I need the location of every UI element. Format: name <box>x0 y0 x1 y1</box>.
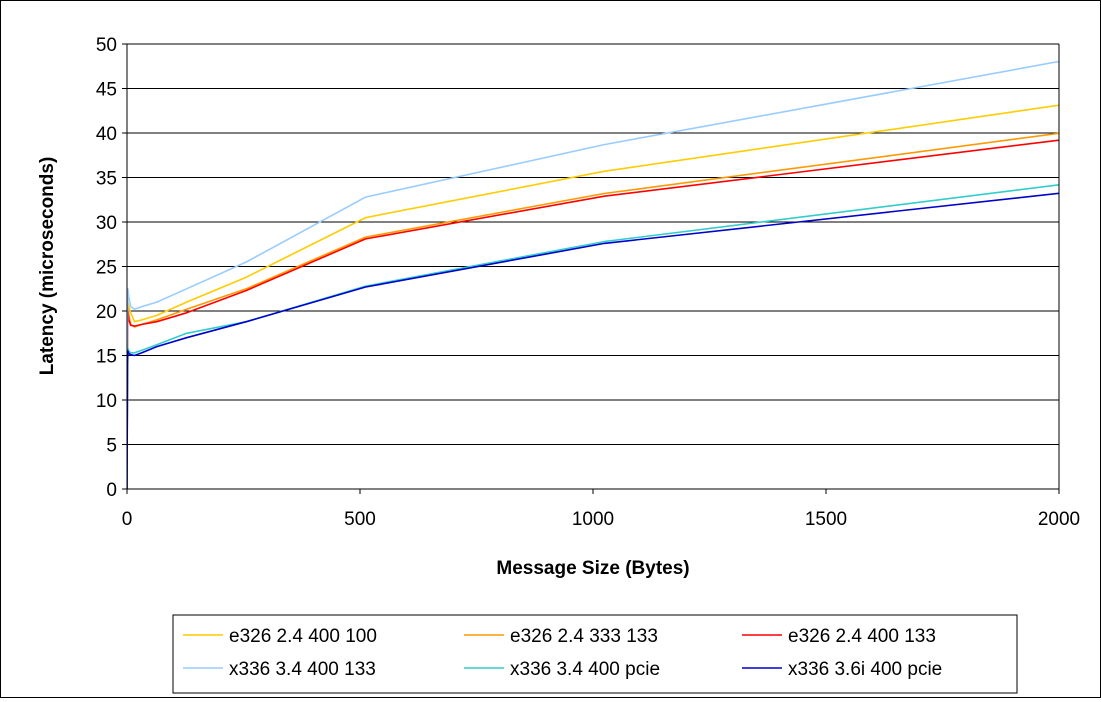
x-tick-label: 1500 <box>805 509 847 530</box>
x-tick-label: 1000 <box>572 509 614 530</box>
y-tick-label: 40 <box>96 124 117 145</box>
legend-label-3: e326 2.4 400 133 <box>788 626 936 647</box>
series-lines <box>127 60 1059 490</box>
series-line-5 <box>127 183 1059 490</box>
y-tick-label: 45 <box>96 80 117 101</box>
legend-label-6: x336 3.6i 400 pcie <box>788 659 942 680</box>
series-line-2 <box>127 132 1059 490</box>
x-axis-title: Message Size (Bytes) <box>496 558 689 579</box>
y-axis-title: Latency (microseconds) <box>37 157 58 376</box>
legend-label-1: e326 2.4 400 100 <box>229 626 377 647</box>
legend-box <box>172 614 1018 694</box>
legend-label-5: x336 3.4 400 pcie <box>510 659 660 680</box>
x-tick-label: 500 <box>344 509 376 530</box>
gridlines <box>127 43 1059 490</box>
legend-label-4: x336 3.4 400 133 <box>229 659 376 680</box>
x-tick-label: 2000 <box>1038 509 1080 530</box>
y-tick-label: 30 <box>96 213 117 234</box>
x-tick-label: 0 <box>122 509 133 530</box>
y-tick-label: 25 <box>96 258 117 279</box>
series-line-4 <box>127 60 1059 490</box>
y-tick-label: 15 <box>96 347 117 368</box>
y-tick-label: 10 <box>96 391 117 412</box>
y-tick-label: 0 <box>106 480 117 501</box>
axes <box>122 43 1060 494</box>
y-tick-label: 5 <box>106 436 117 457</box>
series-line-6 <box>127 192 1059 490</box>
series-line-1 <box>127 104 1059 490</box>
y-tick-label: 35 <box>96 169 117 190</box>
y-tick-label: 50 <box>96 35 117 56</box>
series-line-3 <box>127 139 1059 490</box>
legend: e326 2.4 400 100 e326 2.4 333 133 e326 2.4… <box>172 614 1018 694</box>
legend-label-2: e326 2.4 333 133 <box>510 626 658 647</box>
y-tick-label: 20 <box>96 302 117 323</box>
